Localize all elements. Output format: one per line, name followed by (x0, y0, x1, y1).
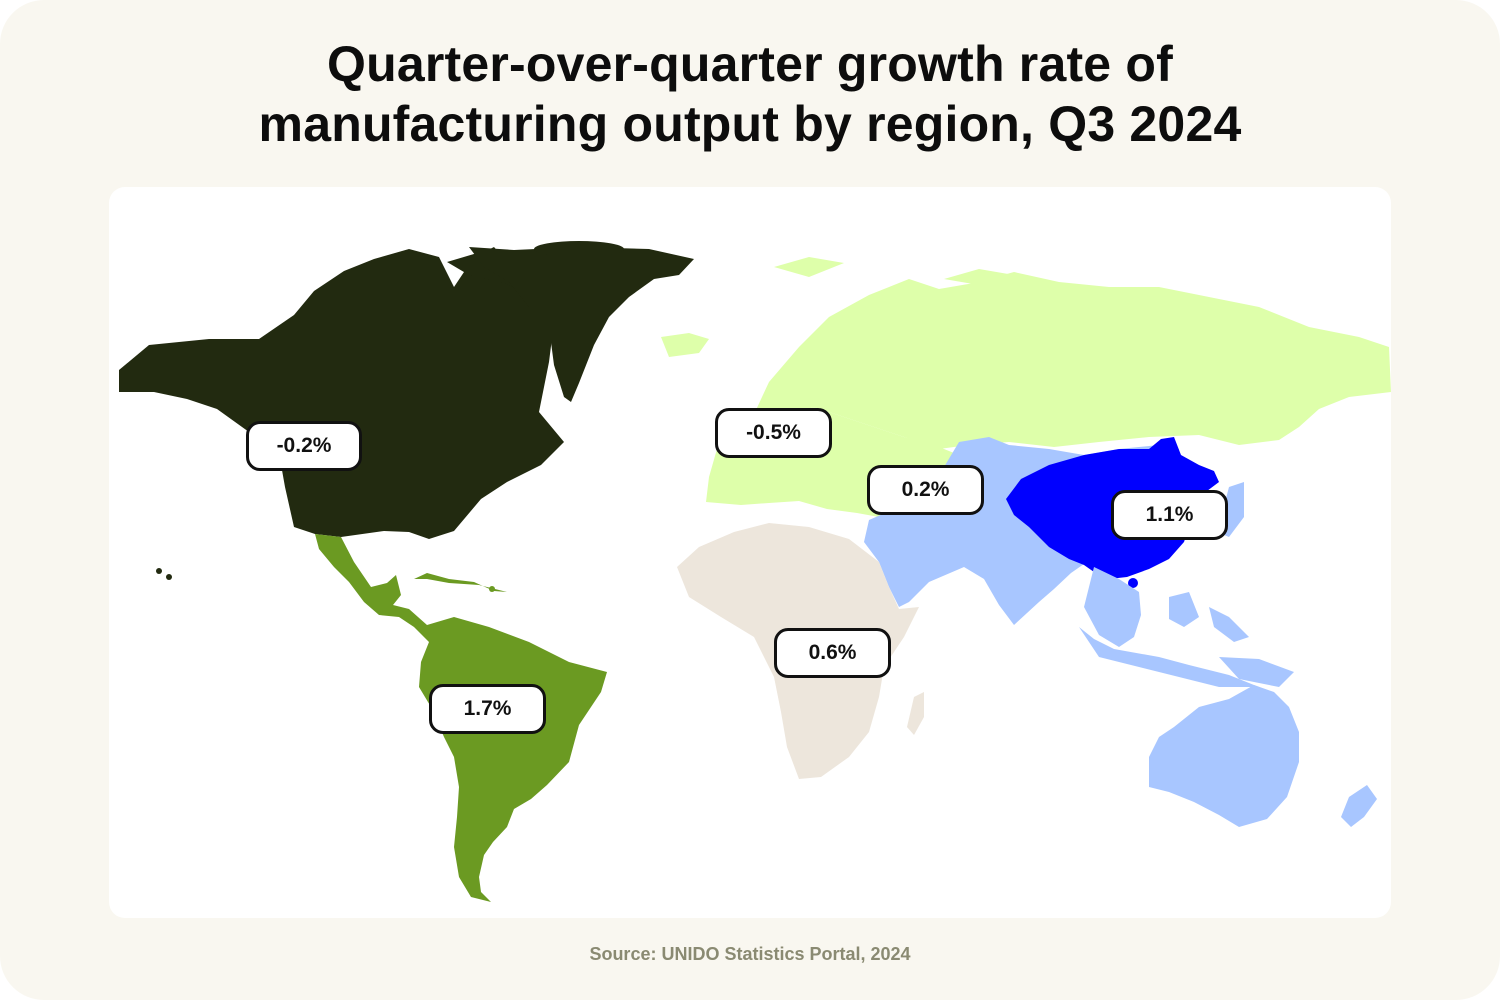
label-middle-east-south-asia-value: 0.2% (901, 478, 950, 501)
title-line-1: Quarter-over-quarter growth rate of (326, 36, 1173, 92)
label-china-value: 1.1% (1145, 503, 1194, 526)
label-china: 1.1% (1111, 490, 1228, 540)
label-latin-america: 1.7% (429, 684, 546, 734)
label-north-america: -0.2% (246, 421, 362, 471)
region-oceania-southeast-asia (1079, 482, 1377, 827)
world-map (119, 241, 1391, 902)
label-europe-russia-value: -0.5% (746, 421, 801, 444)
label-africa: 0.6% (774, 628, 891, 678)
world-map-panel: -0.2% -0.5% 0.2% 1.1% 0.6% 1.7% (109, 187, 1391, 918)
label-north-america-value: -0.2% (276, 434, 332, 457)
label-middle-east-south-asia: 0.2% (867, 465, 984, 515)
label-europe-russia: -0.5% (715, 408, 832, 458)
source-note: Source: UNIDO Statistics Portal, 2024 (589, 944, 911, 964)
label-africa-value: 0.6% (808, 641, 857, 664)
label-latin-america-value: 1.7% (463, 697, 512, 720)
region-north-america (119, 241, 694, 580)
chart-title: Quarter-over-quarter growth rate of manu… (100, 34, 1400, 154)
title-line-2: manufacturing output by region, Q3 2024 (258, 96, 1242, 152)
